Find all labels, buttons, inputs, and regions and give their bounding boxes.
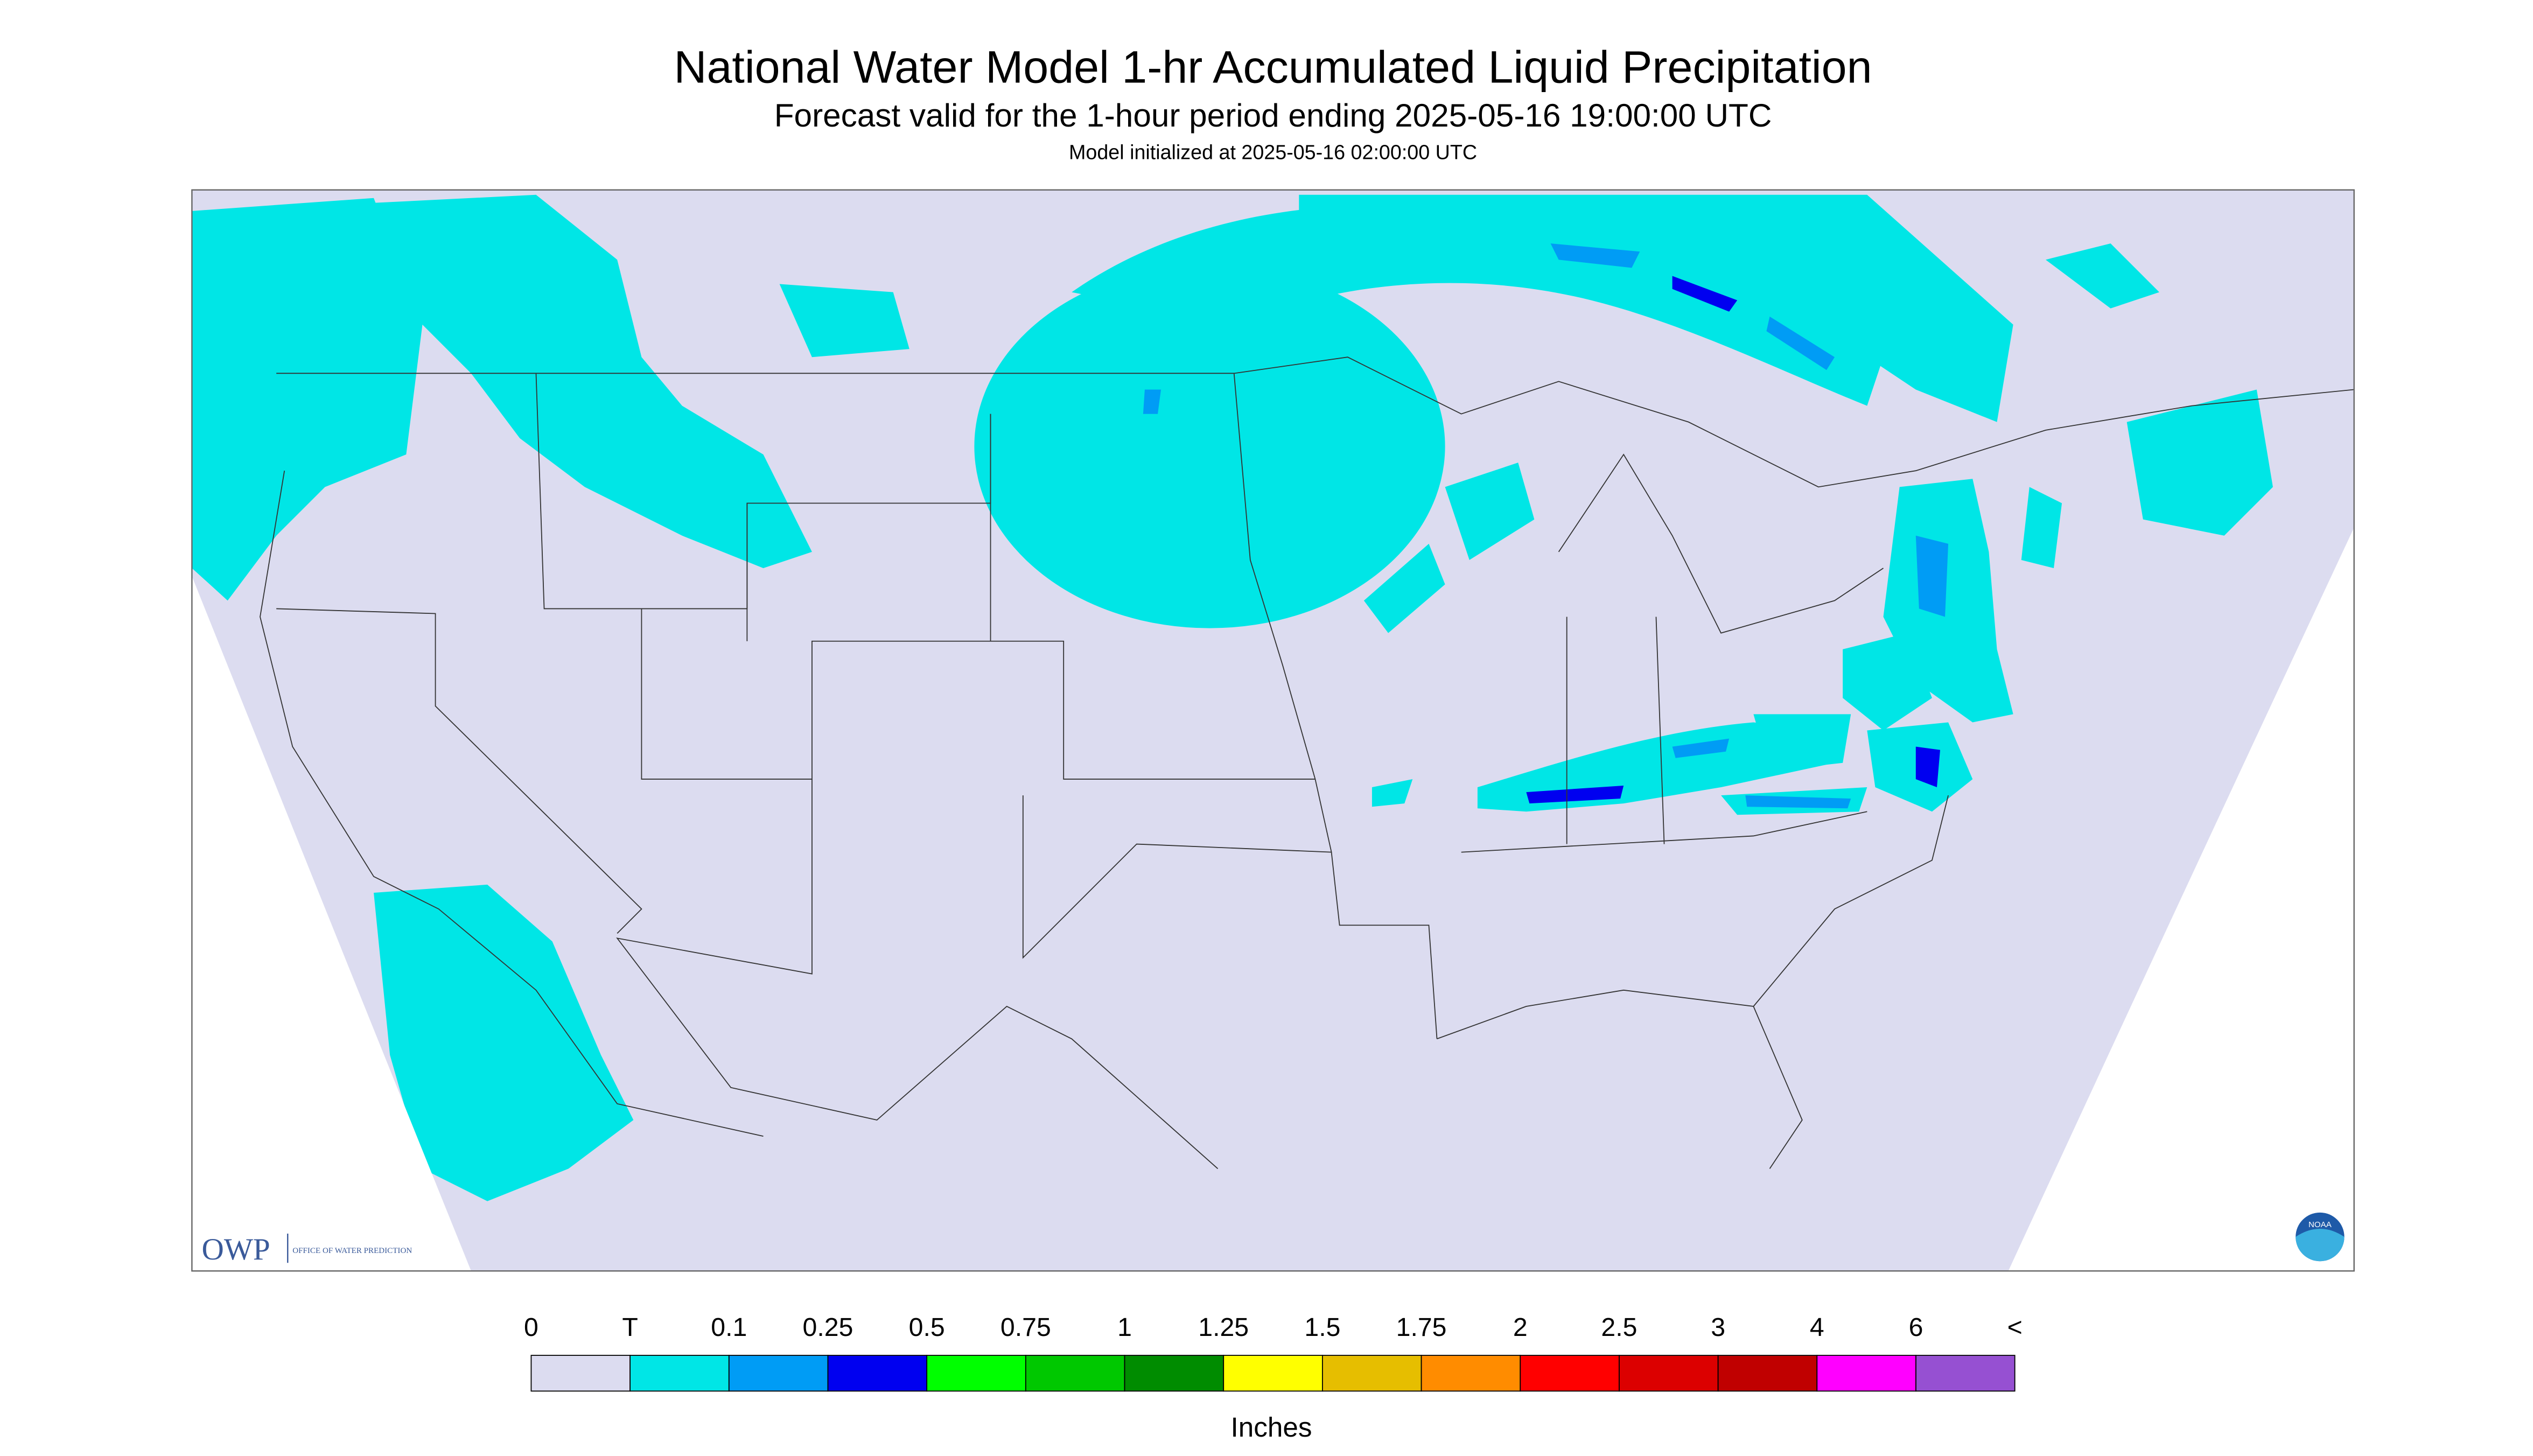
legend-label: < (2007, 1313, 2023, 1342)
legend-label: 0.75 (1000, 1313, 1051, 1342)
legend-swatch (1421, 1355, 1521, 1392)
legend-swatch (1520, 1355, 1620, 1392)
legend-swatch (827, 1355, 928, 1392)
legend-swatch (629, 1355, 730, 1392)
legend-label: 1.5 (1304, 1313, 1340, 1342)
owp-logo: OWP (201, 1233, 270, 1266)
legend-label: 2 (1513, 1313, 1528, 1342)
domain-mask-left (192, 190, 471, 1271)
legend-label: 1.25 (1198, 1313, 1249, 1342)
precip-streaks (1143, 243, 1949, 809)
legend-swatch (530, 1355, 631, 1392)
legend-label: 2.5 (1601, 1313, 1637, 1342)
legend-swatch (1025, 1355, 1125, 1392)
precip-areas (192, 194, 2273, 1201)
noaa-text: NOAA (2308, 1220, 2332, 1229)
legend-unit: Inches (1231, 1412, 1312, 1443)
noaa-logo-wave (2296, 1228, 2345, 1262)
legend-swatch (1619, 1355, 1719, 1392)
owp-name: OFFICE OF WATER PREDICTION (292, 1247, 412, 1255)
borders (260, 356, 2354, 1170)
legend-swatch (1124, 1355, 1224, 1392)
legend-swatch (728, 1355, 829, 1392)
legend-swatch (926, 1355, 1026, 1392)
legend-label: 6 (1909, 1313, 1923, 1342)
legend-swatch (1717, 1355, 1818, 1392)
map-frame (191, 189, 2355, 1272)
legend-label: 3 (1711, 1313, 1725, 1342)
legend-label: 0.1 (711, 1313, 747, 1342)
map: OWP OFFICE OF WATER PREDICTION NOAA (191, 189, 2355, 1272)
legend-label: 1 (1117, 1313, 1132, 1342)
title: National Water Model 1-hr Accumulated Li… (674, 42, 1872, 93)
legend-label: 1.75 (1396, 1313, 1447, 1342)
legend-swatch (1321, 1355, 1422, 1392)
subtitle: Forecast valid for the 1-hour period end… (774, 97, 1772, 134)
legend-label: 0.25 (803, 1313, 853, 1342)
legend: Inches 0 T 0.1 0.25 0.5 0.75 1 1.25 1.5 1.75 2 2.5 3… (524, 1313, 2023, 1443)
legend-label: 0 (524, 1313, 538, 1342)
legend-label: T (622, 1313, 638, 1342)
legend-swatch (1223, 1355, 1323, 1392)
domain-mask-right (2008, 190, 2354, 1271)
init-time: Model initialized at 2025-05-16 02:00:00… (1069, 141, 1477, 163)
legend-label: 0.5 (909, 1313, 945, 1342)
legend-swatch (1816, 1355, 1916, 1392)
legend-label: 4 (1810, 1313, 1824, 1342)
legend-swatch (1915, 1355, 2016, 1392)
